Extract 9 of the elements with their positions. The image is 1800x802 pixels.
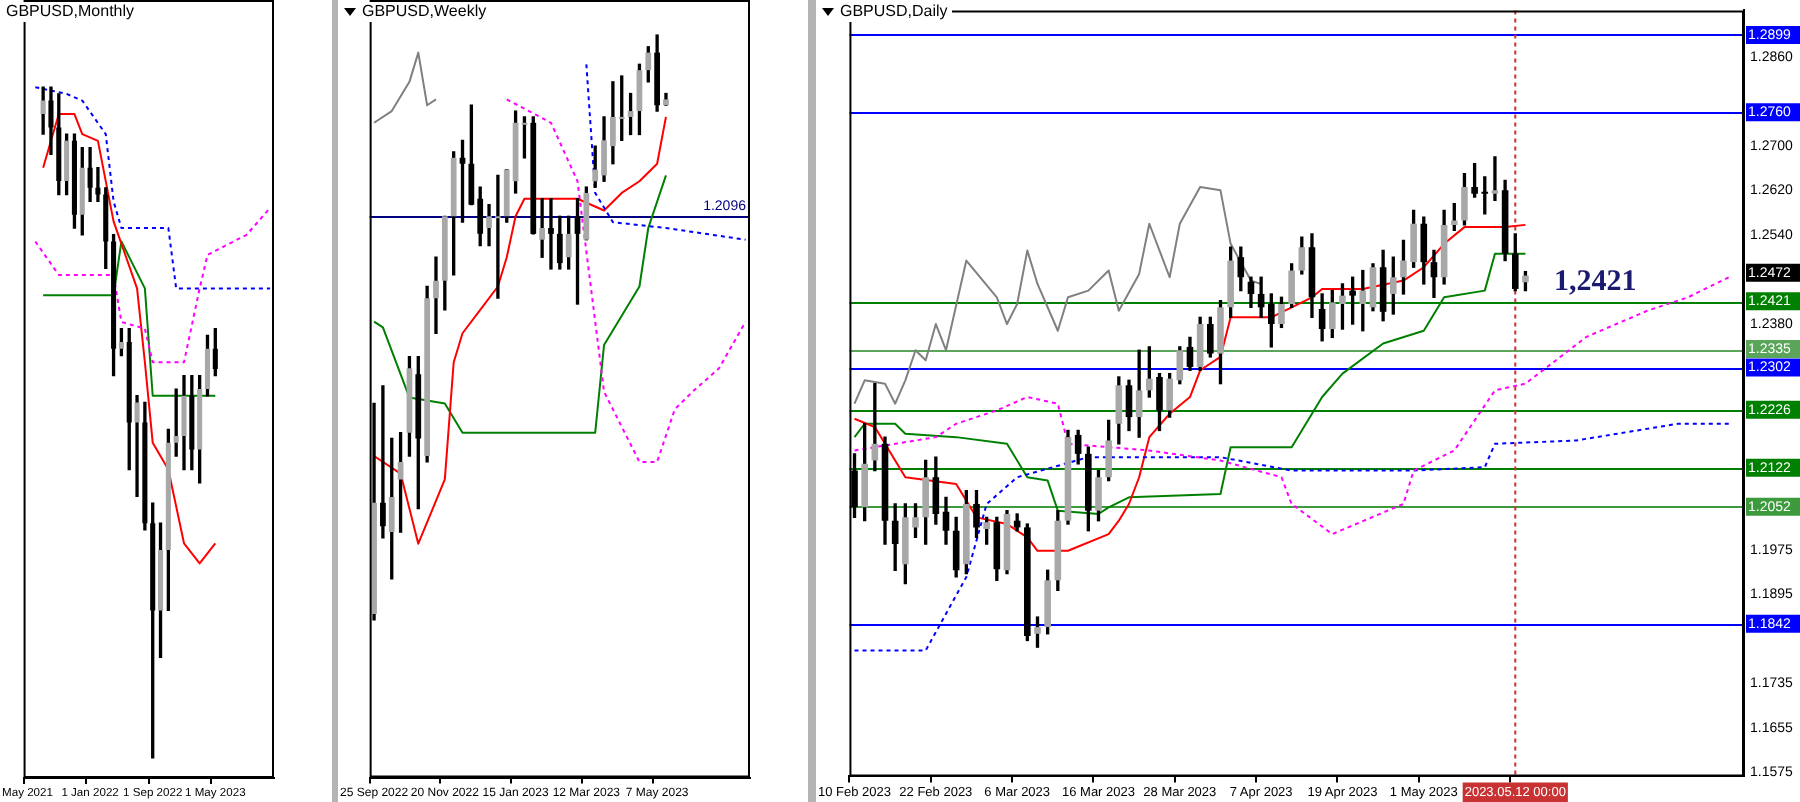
candlestick — [433, 256, 439, 334]
chart-title: GBPUSD,Monthly — [6, 2, 135, 22]
chart-title: GBPUSD,Weekly — [362, 2, 487, 22]
candlestick — [871, 382, 879, 472]
candlestick — [380, 385, 386, 539]
chart-title: GBPUSD,Daily — [840, 2, 948, 22]
candlestick — [548, 198, 554, 270]
annotation: 1,2421 — [1554, 266, 1637, 299]
candlestick — [1491, 156, 1499, 202]
